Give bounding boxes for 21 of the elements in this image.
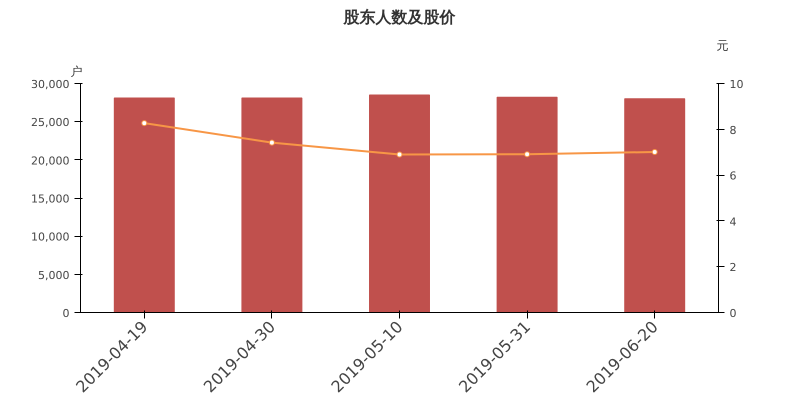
y-tick-label: 30,000 [31,78,70,91]
y2-axis-title: 元 [716,38,728,52]
y-tick-label: 5,000 [38,268,70,282]
y2-tick-label: 8 [730,124,736,137]
y2-tick-label: 0 [730,307,736,320]
y2-tick-label: 10 [730,78,744,91]
y-tick-label: 25,000 [31,116,70,130]
y-tick-label: 10,000 [31,230,70,244]
point [524,151,530,158]
y-axis-title: 户 [70,64,82,78]
y-tick-label: 20,000 [31,154,70,168]
point [268,140,275,146]
point [396,151,402,158]
point [141,120,148,126]
chart-title: 股东人数及股价 [342,8,456,26]
y-tick-label: 15,000 [31,192,70,206]
y2-tick-label: 2 [730,261,736,274]
y-tick-label: 0 [62,307,70,320]
point [652,148,658,155]
y2-tick-label: 6 [730,170,736,183]
y2-tick-label: 4 [730,215,736,228]
